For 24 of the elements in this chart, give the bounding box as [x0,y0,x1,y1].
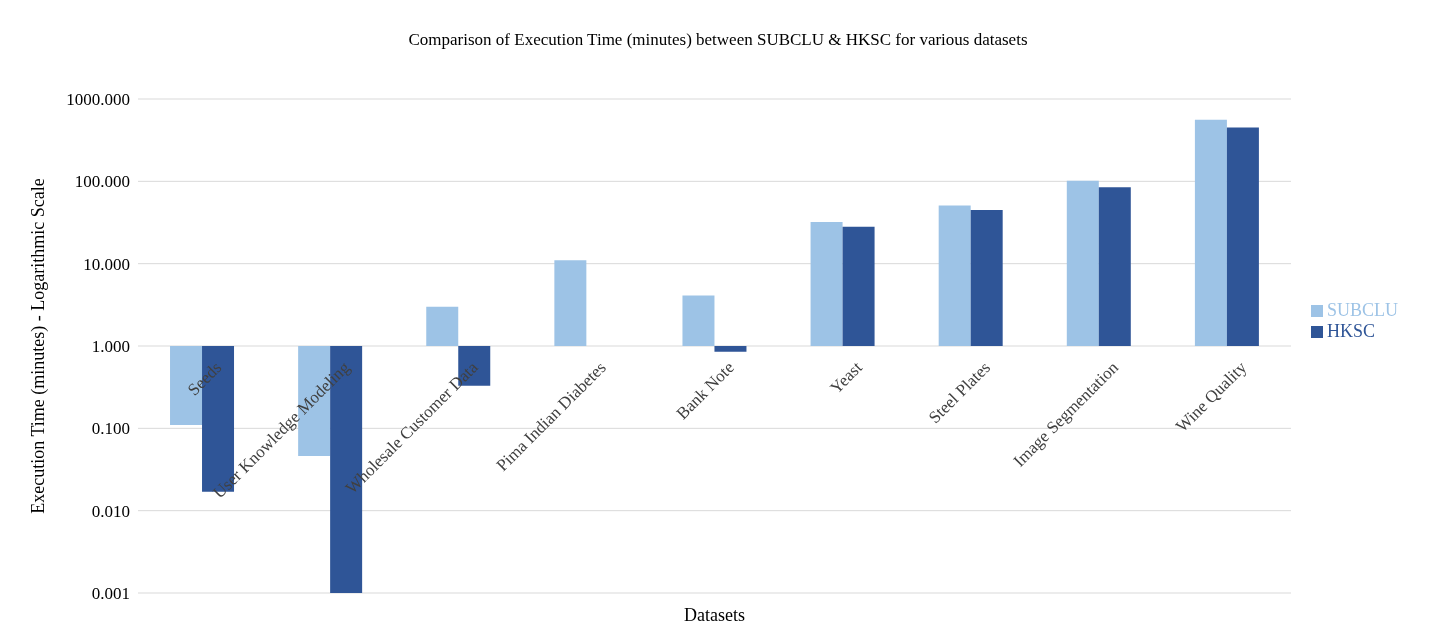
chart-title: Comparison of Execution Time (minutes) between SUBCLU & HKSC for various datasets [407,30,1029,50]
x-axis-title: Datasets [684,605,745,625]
bar [1194,119,1227,346]
legend-label: HKSC [1326,320,1375,341]
legend-label: SUBCLU [1326,299,1398,320]
bar [426,306,459,346]
y-tick-label: 0.001 [91,584,130,604]
bar [970,209,1003,346]
y-tick-label: 1.000 [91,337,130,357]
bar [938,205,971,346]
bar [554,260,587,346]
bar [1066,180,1099,346]
bar [714,346,747,352]
bar [1098,187,1131,346]
bar [1226,127,1259,346]
y-tick-label: 0.010 [91,501,130,521]
y-axis-title: Execution Time (minutes) - Logarithmic Scale [28,178,50,514]
y-tick-label: 100.000 [74,172,130,192]
bar [682,295,715,346]
y-tick-label: 1000.000 [66,90,130,110]
bar [810,222,843,346]
bar [842,226,875,346]
y-tick-label: 10.000 [83,254,130,274]
y-tick-label: 0.100 [91,419,130,439]
